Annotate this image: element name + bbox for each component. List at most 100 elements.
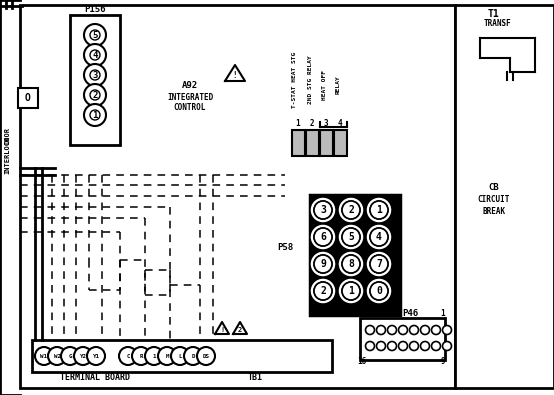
Text: RELAY: RELAY — [336, 75, 341, 94]
Circle shape — [314, 201, 332, 219]
Text: Y1: Y1 — [93, 354, 100, 359]
Text: Y2: Y2 — [80, 354, 86, 359]
Circle shape — [119, 347, 137, 365]
Circle shape — [90, 50, 100, 60]
Circle shape — [184, 347, 202, 365]
Text: R: R — [139, 354, 143, 359]
Polygon shape — [215, 322, 229, 334]
Circle shape — [342, 255, 360, 273]
Text: TRANSF: TRANSF — [483, 19, 511, 28]
Circle shape — [312, 280, 334, 302]
Circle shape — [48, 347, 66, 365]
Text: 4: 4 — [93, 51, 98, 60]
Circle shape — [145, 347, 163, 365]
Bar — [20, 5, 455, 388]
Text: 1: 1 — [93, 111, 98, 120]
Text: O: O — [25, 93, 31, 103]
Circle shape — [340, 199, 362, 221]
Circle shape — [90, 70, 100, 80]
Bar — [310, 195, 400, 315]
Circle shape — [312, 226, 334, 248]
Circle shape — [432, 342, 440, 350]
Text: 2: 2 — [348, 205, 354, 215]
Polygon shape — [233, 322, 247, 334]
Text: P58: P58 — [277, 243, 293, 252]
Text: 0: 0 — [376, 286, 382, 296]
Text: 2: 2 — [320, 286, 326, 296]
Text: W1: W1 — [40, 354, 48, 359]
Text: 9: 9 — [440, 357, 445, 367]
Polygon shape — [225, 65, 245, 81]
Text: INTEGRATED: INTEGRATED — [167, 92, 213, 102]
Circle shape — [409, 325, 418, 335]
Text: 1: 1 — [348, 286, 354, 296]
Text: A92: A92 — [182, 81, 198, 90]
Circle shape — [314, 228, 332, 246]
Circle shape — [84, 44, 106, 66]
Circle shape — [158, 347, 176, 365]
Circle shape — [84, 64, 106, 86]
Text: !: ! — [233, 71, 237, 81]
Text: 2ND STG RELAY: 2ND STG RELAY — [307, 56, 312, 104]
Text: G: G — [68, 354, 72, 359]
Circle shape — [171, 347, 189, 365]
Text: 4: 4 — [338, 120, 342, 128]
Bar — [334, 130, 347, 156]
Circle shape — [368, 280, 390, 302]
Circle shape — [377, 325, 386, 335]
Circle shape — [420, 342, 429, 350]
Text: CB: CB — [489, 184, 499, 192]
Text: CIRCUIT: CIRCUIT — [478, 196, 510, 205]
Circle shape — [368, 226, 390, 248]
Text: !: ! — [220, 327, 224, 333]
Text: T-STAT HEAT STG: T-STAT HEAT STG — [293, 52, 297, 108]
Circle shape — [340, 253, 362, 275]
Bar — [70, 15, 120, 145]
Circle shape — [370, 282, 388, 300]
Text: 8: 8 — [362, 308, 366, 318]
Text: P46: P46 — [402, 308, 418, 318]
Text: T1: T1 — [488, 9, 500, 19]
Circle shape — [432, 325, 440, 335]
Circle shape — [84, 104, 106, 126]
Text: 2: 2 — [238, 327, 242, 333]
Circle shape — [312, 253, 334, 275]
Circle shape — [90, 110, 100, 120]
Circle shape — [84, 24, 106, 46]
Circle shape — [340, 226, 362, 248]
Bar — [18, 88, 38, 108]
Text: C: C — [126, 354, 130, 359]
Circle shape — [377, 342, 386, 350]
Text: TB1: TB1 — [248, 374, 263, 382]
Circle shape — [197, 347, 215, 365]
Text: P156: P156 — [84, 6, 106, 15]
Circle shape — [368, 199, 390, 221]
Circle shape — [368, 253, 390, 275]
Circle shape — [443, 342, 452, 350]
Text: 5: 5 — [93, 30, 98, 40]
Text: 16: 16 — [357, 357, 367, 367]
Text: 8: 8 — [348, 259, 354, 269]
Text: 3: 3 — [324, 120, 329, 128]
Circle shape — [84, 84, 106, 106]
Text: INTERLOCK: INTERLOCK — [4, 136, 10, 174]
Circle shape — [443, 325, 452, 335]
Bar — [360, 318, 445, 360]
Circle shape — [87, 347, 105, 365]
Circle shape — [366, 325, 375, 335]
Text: 2: 2 — [310, 120, 314, 128]
Circle shape — [342, 282, 360, 300]
Circle shape — [366, 342, 375, 350]
Bar — [292, 130, 305, 156]
Text: 5: 5 — [348, 232, 354, 242]
Circle shape — [74, 347, 92, 365]
Circle shape — [409, 342, 418, 350]
Text: CONTROL: CONTROL — [174, 102, 206, 111]
Text: 6: 6 — [320, 232, 326, 242]
Text: TERMINAL BOARD: TERMINAL BOARD — [60, 374, 130, 382]
Text: L: L — [178, 354, 182, 359]
Text: D: D — [191, 354, 195, 359]
Circle shape — [90, 90, 100, 100]
Circle shape — [398, 342, 408, 350]
Text: W2: W2 — [54, 354, 60, 359]
